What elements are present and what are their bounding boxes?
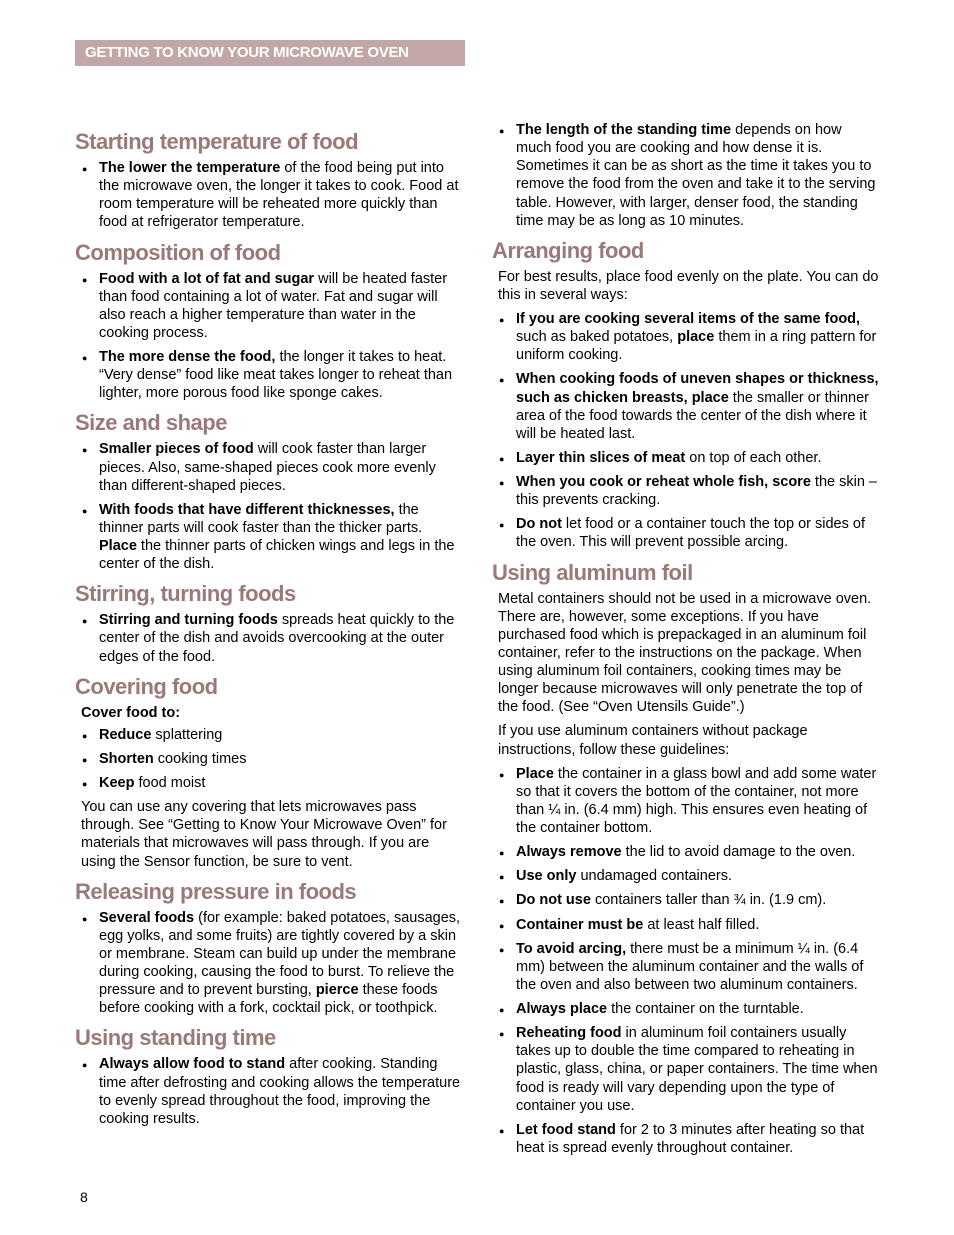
list-item: Smaller pieces of food will cook faster … (75, 440, 462, 494)
list-item: If you are cooking several items of the … (492, 310, 879, 364)
section-heading: Using standing time (75, 1025, 462, 1051)
list-item: The lower the temperature of the food be… (75, 159, 462, 232)
bullet-list: Smaller pieces of food will cook faster … (75, 440, 462, 573)
bullet-list: Place the container in a glass bowl and … (492, 765, 879, 1157)
right-column: The length of the standing time depends … (492, 121, 879, 1163)
list-item: Do not use containers taller than ¾ in. … (492, 891, 879, 909)
list-item: Use only undamaged containers. (492, 867, 879, 885)
section-heading: Starting temperature of food (75, 129, 462, 155)
bullet-list: The length of the standing time depends … (492, 121, 879, 230)
bullet-list: Stirring and turning foods spreads heat … (75, 611, 462, 665)
list-item: Reduce splattering (75, 726, 462, 744)
body-text: You can use any covering that lets micro… (75, 798, 462, 871)
list-item: Shorten cooking times (75, 750, 462, 768)
body-text: For best results, place food evenly on t… (492, 268, 879, 304)
body-text: Metal containers should not be used in a… (492, 590, 879, 717)
list-item: When you cook or reheat whole fish, scor… (492, 473, 879, 509)
section-heading: Arranging food (492, 238, 879, 264)
section-header-bar: GETTING TO KNOW YOUR MICROWAVE OVEN (75, 40, 465, 66)
bullet-list: If you are cooking several items of the … (492, 310, 879, 552)
list-item: Layer thin slices of meat on top of each… (492, 449, 879, 467)
list-item: Always remove the lid to avoid damage to… (492, 843, 879, 861)
section-heading: Size and shape (75, 410, 462, 436)
list-item: Always allow food to stand after cooking… (75, 1055, 462, 1128)
section-heading: Composition of food (75, 240, 462, 266)
section-header-title: GETTING TO KNOW YOUR MICROWAVE OVEN (85, 44, 409, 61)
list-item: To avoid arcing, there must be a minimum… (492, 940, 879, 994)
bullet-list: Always allow food to stand after cooking… (75, 1055, 462, 1128)
subheading-text: Cover food to: (75, 704, 462, 722)
list-item: Reheating food in aluminum foil containe… (492, 1024, 879, 1115)
bullet-list: Food with a lot of fat and sugar will be… (75, 270, 462, 403)
page-number: 8 (80, 1189, 88, 1205)
list-item: When cooking foods of uneven shapes or t… (492, 370, 879, 443)
section-heading: Releasing pressure in foods (75, 879, 462, 905)
section-heading: Stirring, turning foods (75, 581, 462, 607)
list-item: Always place the container on the turnta… (492, 1000, 879, 1018)
list-item: Keep food moist (75, 774, 462, 792)
section-heading: Using aluminum foil (492, 560, 879, 586)
bullet-list: Reduce splattering Shorten cooking times K… (75, 726, 462, 792)
bullet-list: The lower the temperature of the food be… (75, 159, 462, 232)
list-item: The length of the standing time depends … (492, 121, 879, 230)
section-heading: Covering food (75, 674, 462, 700)
list-item: The more dense the food, the longer it t… (75, 348, 462, 402)
list-item: Container must be at least half filled. (492, 916, 879, 934)
list-item: With foods that have different thickness… (75, 501, 462, 574)
left-column: Starting temperature of food The lower th… (75, 121, 462, 1163)
list-item: Stirring and turning foods spreads heat … (75, 611, 462, 665)
body-text: If you use aluminum containers without p… (492, 722, 879, 758)
list-item: Food with a lot of fat and sugar will be… (75, 270, 462, 343)
two-column-layout: Starting temperature of food The lower th… (75, 121, 879, 1163)
list-item: Let food stand for 2 to 3 minutes after … (492, 1121, 879, 1157)
list-item: Do not let food or a container touch the… (492, 515, 879, 551)
list-item: Place the container in a glass bowl and … (492, 765, 879, 838)
list-item: Several foods (for example: baked potato… (75, 909, 462, 1018)
bullet-list: Several foods (for example: baked potato… (75, 909, 462, 1018)
